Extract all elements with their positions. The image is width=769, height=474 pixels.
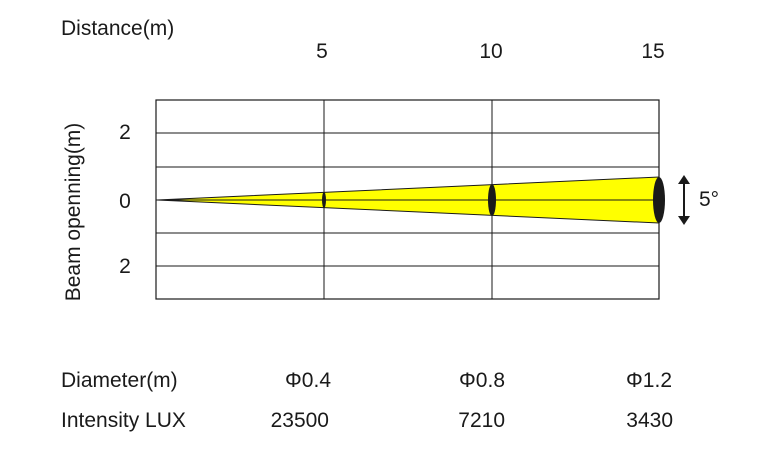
opening-tick-bottom: 2 — [119, 255, 131, 278]
opening-tick-top: 2 — [119, 121, 131, 144]
diameter-value-15m: Φ1.2 — [626, 369, 672, 392]
diameter-value-10m: Φ0.8 — [459, 369, 505, 392]
beam-angle-label: 5° — [699, 188, 720, 211]
distance-tick-10: 10 — [479, 40, 503, 63]
intensity-value-5m: 23500 — [270, 409, 329, 432]
intensity-row-label: Intensity LUX — [61, 409, 186, 432]
beam-section-10m — [488, 184, 496, 216]
distance-title: Distance(m) — [61, 17, 175, 40]
intensity-value-10m: 7210 — [458, 409, 505, 432]
beam-section-5m — [322, 192, 326, 208]
beam-section-15m — [653, 177, 665, 223]
diameter-value-5m: Φ0.4 — [285, 369, 331, 392]
double-arrow-icon — [678, 175, 690, 225]
intensity-value-15m: 3430 — [626, 409, 673, 432]
distance-tick-5: 5 — [316, 40, 328, 63]
opening-tick-center: 0 — [119, 190, 131, 213]
distance-tick-15: 15 — [641, 40, 665, 63]
diameter-row-label: Diameter(m) — [61, 369, 178, 392]
